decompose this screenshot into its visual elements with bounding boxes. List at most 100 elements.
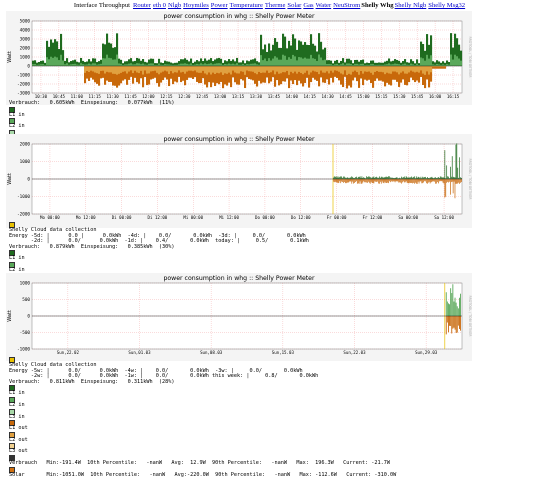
bar-out bbox=[438, 66, 441, 69]
bar-in bbox=[360, 60, 363, 66]
bar-out bbox=[298, 66, 301, 81]
bar-out bbox=[116, 66, 119, 88]
nav-link-neustrom[interactable]: NeuStrom bbox=[333, 2, 361, 9]
bar-out bbox=[340, 66, 343, 74]
rrdtool-credit: RRDTOOL / TOBI OETIKER bbox=[468, 295, 472, 337]
bar-in bbox=[398, 60, 401, 66]
bar-out bbox=[330, 66, 333, 71]
nav-link-therme[interactable]: Therme bbox=[264, 2, 286, 9]
bar-out bbox=[383, 179, 385, 184]
nav-link-gas[interactable]: Gas bbox=[303, 2, 314, 9]
bar-out bbox=[264, 66, 267, 73]
bar-in bbox=[375, 177, 377, 179]
bar-in bbox=[403, 177, 404, 179]
nav-link-solar[interactable]: Solar bbox=[287, 2, 302, 9]
bar-in bbox=[118, 58, 121, 66]
bar-out bbox=[314, 66, 317, 80]
x-tick-label: 14:45 bbox=[339, 94, 352, 99]
bar-out bbox=[430, 66, 433, 82]
bar-out bbox=[374, 179, 376, 182]
bar-in bbox=[414, 63, 417, 66]
nav-link-temperature[interactable]: Temperature bbox=[229, 2, 263, 9]
bar-out bbox=[88, 66, 91, 81]
nav-link-eth-0[interactable]: eth 0 bbox=[152, 2, 166, 9]
bar-in bbox=[54, 56, 57, 66]
bar-in bbox=[284, 55, 287, 66]
bar-in bbox=[460, 293, 461, 316]
bar-out bbox=[292, 66, 295, 85]
bar-in bbox=[342, 63, 345, 66]
bar-out bbox=[102, 66, 105, 78]
y-tick-label: 1000 bbox=[20, 55, 31, 61]
bar-out bbox=[148, 66, 151, 85]
bar-in bbox=[452, 47, 455, 66]
nav-link-power[interactable]: Power bbox=[210, 2, 228, 9]
x-tick-label: 12:00 bbox=[142, 94, 155, 99]
bar-out bbox=[424, 66, 427, 89]
bar-in bbox=[324, 47, 327, 66]
bar-out bbox=[428, 66, 431, 88]
bar-in bbox=[316, 51, 319, 66]
bar-out bbox=[453, 179, 455, 182]
bar-in bbox=[402, 61, 405, 66]
bar-in bbox=[460, 50, 463, 66]
x-tick-label: 15:00 bbox=[357, 94, 370, 99]
bar-in bbox=[370, 178, 372, 179]
bar-in bbox=[347, 177, 349, 179]
bar-out bbox=[439, 179, 441, 182]
bar-out bbox=[366, 66, 369, 72]
bar-out bbox=[424, 66, 427, 75]
bar-in bbox=[44, 64, 47, 66]
bar-out bbox=[390, 66, 393, 86]
bar-in bbox=[128, 63, 131, 66]
bar-out bbox=[450, 316, 452, 326]
bar-out bbox=[365, 179, 366, 183]
bar-out bbox=[355, 179, 356, 183]
bar-out bbox=[460, 179, 461, 183]
bar-in bbox=[318, 54, 321, 66]
bar-in bbox=[176, 64, 179, 66]
bar-in bbox=[360, 177, 362, 179]
bar-in bbox=[344, 176, 345, 179]
bar-out bbox=[178, 66, 181, 77]
bar-in bbox=[364, 65, 367, 66]
bar-in bbox=[386, 60, 389, 66]
bar-in bbox=[442, 61, 445, 66]
legend-item: L3 out bbox=[9, 443, 390, 455]
nav-link-router[interactable]: Router bbox=[132, 2, 151, 9]
bar-in bbox=[72, 60, 75, 66]
bar-out bbox=[431, 179, 433, 182]
bar-in bbox=[439, 176, 441, 179]
bar-out bbox=[92, 66, 95, 72]
graph-3-info: Shelly Cloud data collection Energy -5w: … bbox=[9, 357, 396, 478]
bar-out bbox=[342, 179, 343, 182]
bar-in bbox=[446, 64, 449, 66]
bar-in bbox=[332, 65, 335, 66]
bar-in bbox=[270, 60, 273, 66]
bar-in bbox=[240, 62, 243, 66]
bar-in bbox=[216, 58, 219, 66]
bar-in bbox=[232, 63, 235, 66]
nav-link-shelly-msg32[interactable]: Shelly Msg32 bbox=[428, 2, 466, 9]
bar-in bbox=[364, 63, 367, 66]
bar-out bbox=[378, 179, 379, 184]
nav-link-hoymiles[interactable]: Hoymiles bbox=[183, 2, 209, 9]
nav-link-shelly-nlgb[interactable]: Shelly Nlgb bbox=[394, 2, 427, 9]
bar-out bbox=[174, 66, 177, 73]
bar-out bbox=[402, 179, 403, 183]
bar-out bbox=[392, 66, 395, 80]
bar-out bbox=[458, 179, 460, 183]
bar-in bbox=[158, 63, 161, 66]
nav-bar: Interface Throughput Router eth 0 Nlgb Hoymi… bbox=[0, 2, 540, 9]
bar-out bbox=[459, 179, 460, 184]
nav-link-nlgb[interactable]: Nlgb bbox=[167, 2, 182, 9]
bar-out bbox=[108, 66, 111, 73]
bar-in bbox=[238, 64, 241, 66]
bar-in bbox=[408, 176, 410, 179]
bar-out bbox=[366, 179, 367, 183]
bar-out bbox=[306, 66, 309, 78]
nav-link-water[interactable]: Water bbox=[315, 2, 332, 9]
bar-in bbox=[350, 60, 353, 66]
bar-in bbox=[78, 62, 81, 66]
bar-out bbox=[120, 66, 123, 84]
